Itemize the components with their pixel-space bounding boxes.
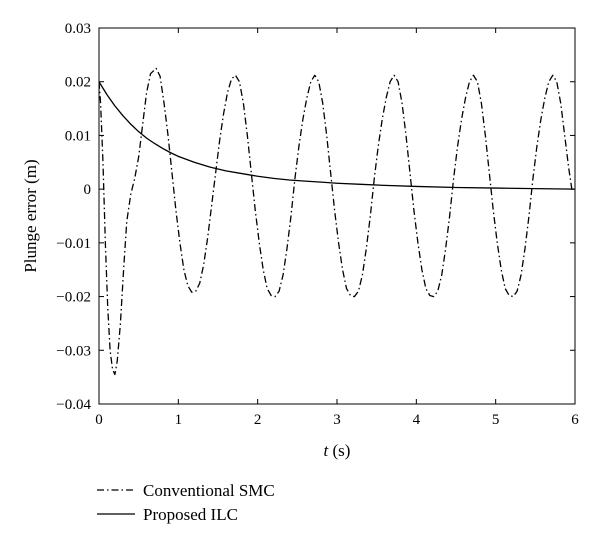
legend-label-conventional-smc: Conventional SMC bbox=[143, 481, 275, 500]
y-tick-label: −0.01 bbox=[56, 236, 91, 252]
series-line-proposed-ilc bbox=[99, 81, 575, 190]
y-tick-label: 0.03 bbox=[65, 21, 91, 37]
x-tick-label: 0 bbox=[95, 412, 103, 428]
x-tick-label: 5 bbox=[492, 412, 500, 428]
y-tick-label: 0 bbox=[84, 182, 92, 198]
y-tick-label: 0.02 bbox=[65, 75, 91, 91]
x-axis-label: t (s) bbox=[324, 441, 351, 460]
x-tick-label: 1 bbox=[175, 412, 183, 428]
x-axis-unit: (s) bbox=[328, 441, 350, 460]
x-tick-label: 6 bbox=[571, 412, 579, 428]
x-tick-label: 4 bbox=[413, 412, 421, 428]
x-tick-label: 2 bbox=[254, 412, 262, 428]
plot-area-frame bbox=[98, 27, 576, 405]
y-axis-label: Plunge error (m) bbox=[21, 159, 40, 272]
y-tick-label: 0.01 bbox=[65, 128, 91, 144]
legend-label-proposed-ilc: Proposed ILC bbox=[143, 505, 238, 524]
legend: Conventional SMC Proposed ILC bbox=[97, 481, 275, 524]
y-tick-label: −0.04 bbox=[56, 397, 91, 413]
y-tick-label: −0.03 bbox=[56, 343, 91, 359]
y-tick-label: −0.02 bbox=[56, 290, 91, 306]
ticks-layer: 0 1 2 3 4 5 6 0.03 0.02 0.01 0 −0.01 −0.02 −0.03 −0.04 bbox=[56, 21, 579, 428]
series-line-conventional-smc bbox=[99, 67, 575, 376]
x-tick-label: 3 bbox=[333, 412, 341, 428]
x-axis-variable: t bbox=[324, 441, 330, 460]
series-layer bbox=[99, 67, 575, 376]
